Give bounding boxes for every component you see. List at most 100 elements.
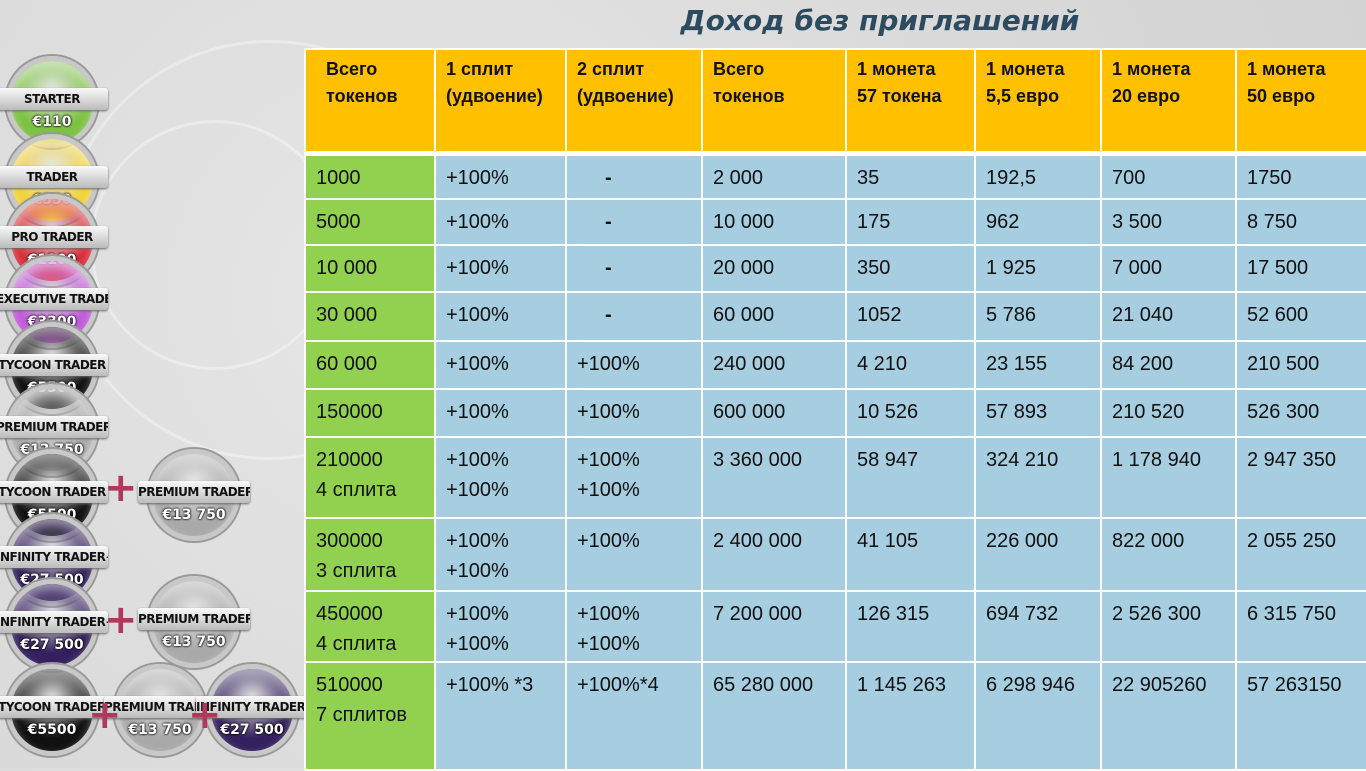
table-row: 60 000 +100% +100% 240 000 4 210 23 155 84 200… [304,340,1366,390]
background-arc [90,120,340,370]
table-row: 450000 4 сплита +100% +100% +100% +100% 7 2… [304,590,1366,663]
table-cell: 30 000 [304,291,436,342]
table-cell: +100% [434,150,567,200]
badge-price: €27 500 [20,637,84,653]
badge-price: €110 [32,114,72,130]
table-cell: 1 145 263 [845,661,976,771]
badge-label: INFINITY TRADER+ [0,611,108,633]
table-cell: 210 500 [1235,340,1366,390]
table-cell: 300000 3 сплита [304,517,436,592]
badge-label: TRADER [0,166,108,188]
table-cell: 526 300 [1235,388,1366,438]
badge-label: STARTER [0,88,108,110]
table-cell: 2 055 250 [1235,517,1366,592]
table-cell: +100% [434,340,567,390]
table-cell: +100% [434,198,567,246]
badge-price: €13 750 [162,634,226,650]
table-cell: +100% [434,388,567,438]
badge-label: TYCOON TRADER [0,354,108,376]
column-header: Всего токенов [304,48,436,154]
badge-price: €13 750 [162,507,226,523]
table-row: 30 000 +100% -60 000 1052 5 786 21 040 52 600 [304,291,1366,342]
table-cell: 20 000 [701,244,847,293]
badge-price: €5500 [27,722,77,738]
badge-label: PREMIUM TRADER [138,481,250,503]
plus-icon: + [104,597,138,643]
table-cell: +100% [565,517,703,592]
table-cell: 22 905260 [1100,661,1237,771]
table-cell: 694 732 [974,590,1102,663]
page-title: Доход без приглашений [680,4,1080,37]
table-cell: 240 000 [701,340,847,390]
badge-price: €13 750 [128,722,192,738]
table-cell: 192,5 [974,150,1102,200]
badge-label: INFINITY TRADER+ [0,546,108,568]
table-cell: +100% +100% [565,590,703,663]
table-cell: +100% [565,340,703,390]
table-cell: +100% [434,244,567,293]
table-cell: 1 178 940 [1100,436,1237,519]
table-cell: 700 [1100,150,1237,200]
table-cell: 7 000 [1100,244,1237,293]
badge-label: EXECUTIVE TRADER [0,288,108,310]
table-row: 1000 +100% -2 000 35 192,5 700 1750 [304,150,1366,200]
table-cell: 3 500 [1100,198,1237,246]
column-header: 1 сплит (удвоение) [434,48,567,154]
plus-icon: + [188,692,222,738]
table-cell: 60 000 [304,340,436,390]
table-cell: 2 000 [701,150,847,200]
table-cell: 350 [845,244,976,293]
badge-label: PRO TRADER [0,226,108,248]
table-cell: 7 200 000 [701,590,847,663]
table-cell: 6 298 946 [974,661,1102,771]
table-cell: 2 400 000 [701,517,847,592]
table-cell: 10 000 [304,244,436,293]
table-cell: 450000 4 сплита [304,590,436,663]
badge-label: PREMIUM TRADER [138,608,250,630]
table-cell: +100% [434,291,567,342]
table-cell: - [565,150,703,200]
badge-premium: PREMIUM TRADER €13 750 [104,660,216,764]
table-cell: 150000 [304,388,436,438]
badge-infinity: INFINITY TRADER+ €27 500 [196,660,308,764]
badge-premium: PREMIUM TRADER €13 750 [138,445,250,549]
table-cell: 226 000 [974,517,1102,592]
table-cell: - [565,198,703,246]
table-row: 10 000 +100% -20 000 350 1 925 7 000 17 500 [304,244,1366,293]
table-cell: 84 200 [1100,340,1237,390]
table-cell: 600 000 [701,388,847,438]
table-row: 150000 +100% +100% 600 000 10 526 57 893 210 5… [304,388,1366,438]
table-cell: +100%*4 [565,661,703,771]
table-row: 300000 3 сплита +100% +100% +100% 2 400 000… [304,517,1366,592]
table-cell: +100% *3 [434,661,567,771]
table-cell: 23 155 [974,340,1102,390]
column-header: 2 сплит (удвоение) [565,48,703,154]
table-cell: 324 210 [974,436,1102,519]
plus-icon: + [104,465,138,511]
table-cell: +100% [565,388,703,438]
table-cell: 35 [845,150,976,200]
badge-tycoon: TYCOON TRADER €5500 [0,660,108,764]
table-cell: 57 263150 [1235,661,1366,771]
badge-price: €27 500 [220,722,284,738]
table-cell: 210000 4 сплита [304,436,436,519]
table-cell: +100% +100% [565,436,703,519]
table-cell: 10 526 [845,388,976,438]
table-cell: 6 315 750 [1235,590,1366,663]
badge-label: PREMIUM TRADER [104,696,216,718]
table-cell: 57 893 [974,388,1102,438]
badge-label: TYCOON TRADER [0,696,108,718]
table-cell: 65 280 000 [701,661,847,771]
income-table: Всего токенов 1 сплит (удвоение) 2 сплит (… [304,48,1366,771]
table-cell: - [565,291,703,342]
table-cell: 1 925 [974,244,1102,293]
table-cell: 5000 [304,198,436,246]
badge-premium: PREMIUM TRADER €13 750 [138,572,250,676]
table-cell: 3 360 000 [701,436,847,519]
table-row: 5000 +100% -10 000 175 962 3 500 8 750 [304,198,1366,246]
table-cell: 1052 [845,291,976,342]
table-row: 510000 7 сплитов +100% *3 +100%*4 65 280 00… [304,661,1366,771]
badge-premium: PREMIUM TRADER€13 750 [0,380,108,484]
table-cell: 5 786 [974,291,1102,342]
table-cell: 10 000 [701,198,847,246]
